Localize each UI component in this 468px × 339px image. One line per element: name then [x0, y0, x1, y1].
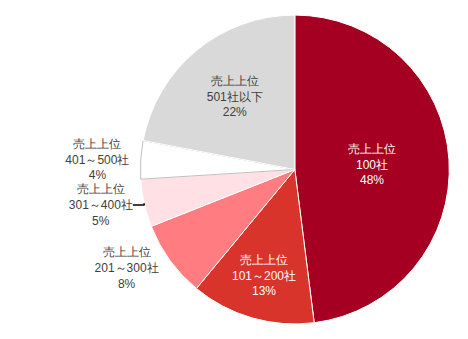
svg-text:売上上位401～500社4%: 売上上位401～500社4% [65, 137, 129, 182]
svg-text:売上上位501社以下22%: 売上上位501社以下22% [207, 74, 263, 119]
svg-text:売上上位301～400社5%: 売上上位301～400社5% [69, 182, 133, 227]
svg-text:売上上位201～300社8%: 売上上位201～300社8% [95, 245, 159, 290]
svg-text:売上上位101～200社13%: 売上上位101～200社13% [232, 253, 296, 298]
svg-text:売上上位100社48%: 売上上位100社48% [348, 142, 396, 187]
